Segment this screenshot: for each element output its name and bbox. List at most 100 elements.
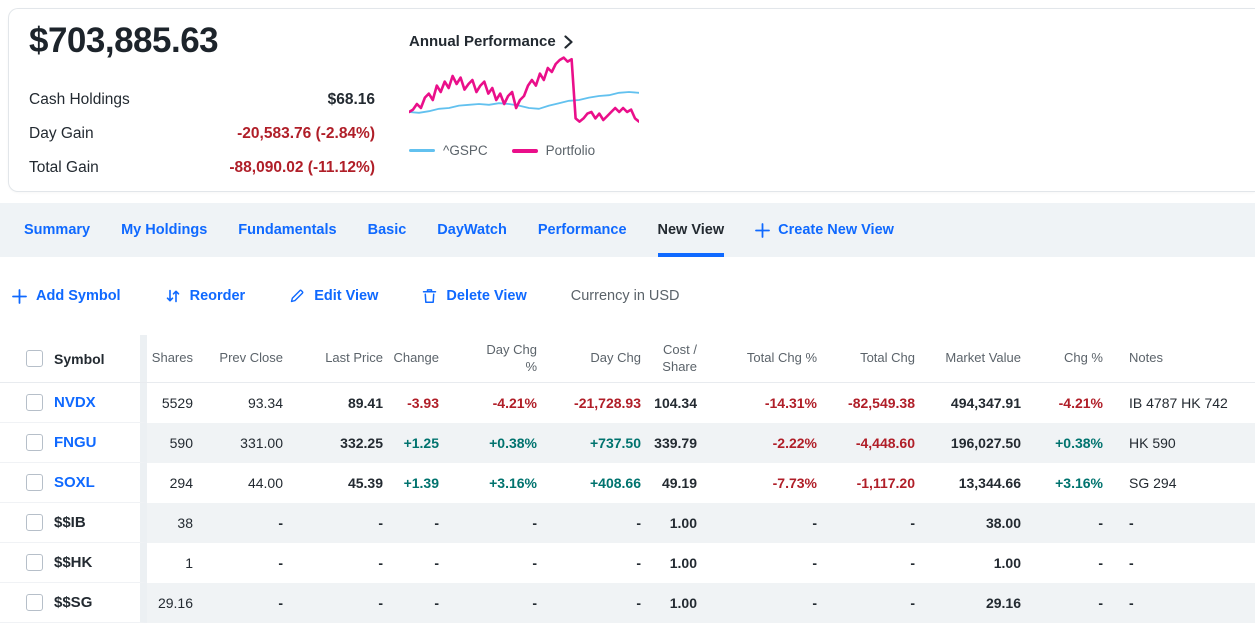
row-checkbox[interactable] xyxy=(26,514,43,531)
value-cell: - xyxy=(709,503,829,543)
value-cell: 590 xyxy=(147,423,205,463)
pencil-icon xyxy=(289,288,305,304)
value-cell: - xyxy=(549,543,653,583)
tab-basic[interactable]: Basic xyxy=(367,222,407,238)
value-cell: 196,027.50 xyxy=(927,423,1033,463)
column-header-label: Cost / Share xyxy=(662,342,697,374)
annual-performance-link[interactable]: Annual Performance xyxy=(409,33,649,50)
value-cell: -14.31% xyxy=(709,383,829,423)
symbol-link[interactable]: $$IB xyxy=(54,514,86,531)
column-header-day-chg: Day Chg xyxy=(549,335,653,382)
tab-summary[interactable]: Summary xyxy=(24,222,91,238)
stat-label: Day Gain xyxy=(29,125,94,142)
value-cell: 89.41 xyxy=(295,383,395,423)
column-header-total-chg: Total Chg % xyxy=(709,335,829,382)
cell-value: -4.21% xyxy=(1058,395,1103,411)
value-cell: - xyxy=(295,543,395,583)
legend-item-portfolio: Portfolio xyxy=(511,143,596,158)
symbol-cell: $$HK xyxy=(0,543,147,583)
cell-value: - xyxy=(278,595,283,611)
tab-my-holdings[interactable]: My Holdings xyxy=(121,222,208,238)
annual-performance-title: Annual Performance xyxy=(409,33,556,50)
reorder-icon xyxy=(165,288,181,304)
cell-value: - xyxy=(910,595,915,611)
cell-value: - xyxy=(1129,595,1134,611)
cell-value: 331.00 xyxy=(240,435,283,451)
column-header-total-chg: Total Chg xyxy=(829,335,927,382)
add-symbol-button[interactable]: Add Symbol xyxy=(12,288,121,304)
column-header-label: Prev Close xyxy=(219,350,283,366)
edit-view-button[interactable]: Edit View xyxy=(289,288,378,304)
symbol-link[interactable]: NVDX xyxy=(54,394,96,411)
value-cell: - xyxy=(829,503,927,543)
notes-cell: - xyxy=(1115,543,1255,583)
value-cell: - xyxy=(829,583,927,623)
tab-new-view[interactable]: New View xyxy=(657,203,724,257)
legend-label: Portfolio xyxy=(545,143,596,158)
value-cell: +737.50 xyxy=(549,423,653,463)
symbol-cell: $$IB xyxy=(0,503,147,543)
cell-value: +0.38% xyxy=(489,435,537,451)
cell-value: SG 294 xyxy=(1129,475,1177,491)
row-checkbox[interactable] xyxy=(26,474,43,491)
cell-value: 93.34 xyxy=(247,395,283,411)
cell-value: - xyxy=(278,515,283,531)
cell-value: +0.38% xyxy=(1055,435,1103,451)
stat-day-gain: Day Gain -20,583.76 (-2.84%) xyxy=(29,117,375,151)
symbol-link[interactable]: $$SG xyxy=(54,594,93,611)
symbol-link[interactable]: SOXL xyxy=(54,474,95,491)
reorder-button[interactable]: Reorder xyxy=(165,288,245,304)
row-checkbox[interactable] xyxy=(26,594,43,611)
cell-value: - xyxy=(378,555,383,571)
performance-sparkline-chart xyxy=(409,56,639,123)
column-header-shares: Shares xyxy=(147,335,205,382)
column-header-label: Day Chg xyxy=(590,350,641,366)
column-header-label: Total Chg % xyxy=(746,350,817,366)
cell-value: +737.50 xyxy=(590,435,641,451)
value-cell: 1.00 xyxy=(653,543,709,583)
value-cell: -82,549.38 xyxy=(829,383,927,423)
currency-label: Currency in USD xyxy=(570,288,680,304)
cell-value: -2.22% xyxy=(772,435,817,451)
symbol-link[interactable]: FNGU xyxy=(54,434,97,451)
cell-value: - xyxy=(636,515,641,531)
row-checkbox[interactable] xyxy=(26,434,43,451)
column-header-chg: Chg % xyxy=(1033,335,1115,382)
cell-value: -3.93 xyxy=(407,395,439,411)
view-tabs: Summary My Holdings Fundamentals Basic DayWa… xyxy=(0,203,1255,257)
cell-value: 494,347.91 xyxy=(950,395,1021,411)
row-checkbox[interactable] xyxy=(26,554,43,571)
column-header-prev-close: Prev Close xyxy=(205,335,295,382)
create-new-view-button[interactable]: Create New View xyxy=(755,203,894,257)
value-cell: - xyxy=(395,583,451,623)
tab-daywatch[interactable]: DayWatch xyxy=(437,222,507,238)
stat-cash-holdings: Cash Holdings $68.16 xyxy=(29,83,375,117)
stat-label: Total Gain xyxy=(29,159,99,176)
value-cell: +1.25 xyxy=(395,423,451,463)
cell-value: -4.21% xyxy=(492,395,537,411)
value-cell: -7.73% xyxy=(709,463,829,503)
value-cell: - xyxy=(295,583,395,623)
delete-view-button[interactable]: Delete View xyxy=(422,288,527,304)
cell-value: -7.73% xyxy=(772,475,817,491)
table-header-row: Symbol Shares Prev Close Last Price Change D… xyxy=(0,335,1255,383)
select-all-checkbox[interactable] xyxy=(26,350,43,367)
column-header-label: Market Value xyxy=(945,350,1021,366)
cell-value: - xyxy=(812,515,817,531)
symbol-link[interactable]: $$HK xyxy=(54,554,93,571)
legend-label: ^GSPC xyxy=(443,143,488,158)
cell-value: -21,728.93 xyxy=(574,395,641,411)
plus-icon xyxy=(755,222,771,238)
tab-fundamentals[interactable]: Fundamentals xyxy=(238,222,337,238)
cell-value: - xyxy=(910,515,915,531)
table-row-nvdx: NVDX 5529 93.34 89.41 -3.93 -4.21% -21,728.93 1… xyxy=(0,383,1255,423)
value-cell: - xyxy=(395,543,451,583)
cell-value: 45.39 xyxy=(347,475,383,491)
tab-performance[interactable]: Performance xyxy=(537,222,627,238)
cell-value: - xyxy=(434,515,439,531)
cell-value: 339.79 xyxy=(654,435,697,451)
column-header-label: Shares xyxy=(151,350,193,366)
cell-value: - xyxy=(532,515,537,531)
row-checkbox[interactable] xyxy=(26,394,43,411)
